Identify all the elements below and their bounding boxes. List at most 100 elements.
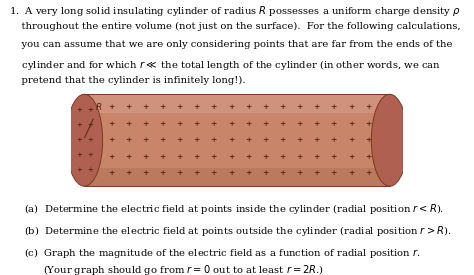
Text: +: + — [228, 153, 234, 161]
Text: +: + — [228, 136, 234, 144]
Text: +: + — [125, 136, 131, 144]
Text: +: + — [210, 136, 217, 144]
Text: +: + — [313, 169, 320, 177]
Text: +: + — [245, 169, 251, 177]
Text: +: + — [87, 166, 93, 174]
Text: +: + — [76, 106, 82, 114]
Text: +: + — [279, 136, 285, 144]
Text: +: + — [159, 120, 165, 128]
Text: +: + — [142, 120, 148, 128]
Text: +: + — [296, 169, 303, 177]
Polygon shape — [84, 94, 390, 113]
Text: +: + — [365, 153, 371, 161]
Text: you can assume that we are only considering points that are far from the ends of: you can assume that we are only consider… — [9, 40, 453, 49]
Text: +: + — [228, 120, 234, 128]
Text: +: + — [365, 136, 371, 144]
Text: +: + — [296, 153, 303, 161]
Text: +: + — [193, 136, 200, 144]
Text: +: + — [245, 103, 251, 111]
Text: +: + — [313, 136, 320, 144]
Text: pretend that the cylinder is infinitely long!).: pretend that the cylinder is infinitely … — [9, 76, 246, 85]
Text: +: + — [76, 151, 82, 159]
Text: +: + — [176, 103, 182, 111]
Text: +: + — [108, 153, 114, 161]
Text: +: + — [159, 103, 165, 111]
Ellipse shape — [371, 94, 408, 186]
Text: (Your graph should go from $r = 0$ out to at least $r = 2R$.): (Your graph should go from $r = 0$ out t… — [24, 263, 324, 275]
Text: +: + — [176, 153, 182, 161]
Text: +: + — [330, 120, 337, 128]
Text: +: + — [262, 103, 268, 111]
Text: +: + — [348, 120, 354, 128]
Text: +: + — [108, 169, 114, 177]
Text: +: + — [108, 136, 114, 144]
Text: +: + — [87, 121, 93, 129]
Text: +: + — [262, 169, 268, 177]
Text: +: + — [159, 169, 165, 177]
Text: $R$: $R$ — [95, 101, 102, 112]
Text: +: + — [210, 153, 217, 161]
Text: cylinder and for which $r \ll$ the total length of the cylinder (in other words,: cylinder and for which $r \ll$ the total… — [9, 58, 441, 72]
Text: +: + — [365, 103, 371, 111]
Text: +: + — [210, 120, 217, 128]
Text: +: + — [279, 103, 285, 111]
Text: +: + — [365, 120, 371, 128]
Text: +: + — [76, 121, 82, 129]
Ellipse shape — [66, 94, 102, 186]
Text: +: + — [348, 103, 354, 111]
Text: (b)  Determine the electric field at points outside the cylinder (radial positio: (b) Determine the electric field at poin… — [24, 224, 451, 238]
Text: +: + — [279, 153, 285, 161]
Text: +: + — [348, 169, 354, 177]
Text: +: + — [125, 153, 131, 161]
Text: +: + — [245, 153, 251, 161]
Text: +: + — [313, 103, 320, 111]
Text: +: + — [87, 151, 93, 159]
Text: +: + — [125, 120, 131, 128]
Text: +: + — [296, 120, 303, 128]
Text: +: + — [176, 136, 182, 144]
Text: throughout the entire volume (not just on the surface).  For the following calcu: throughout the entire volume (not just o… — [9, 22, 461, 31]
Text: +: + — [348, 153, 354, 161]
Text: +: + — [108, 120, 114, 128]
Text: +: + — [279, 169, 285, 177]
Polygon shape — [84, 168, 390, 186]
Text: +: + — [142, 136, 148, 144]
Text: +: + — [87, 106, 93, 114]
Text: +: + — [296, 136, 303, 144]
Text: +: + — [108, 103, 114, 111]
Text: +: + — [125, 169, 131, 177]
Text: +: + — [210, 103, 217, 111]
Text: +: + — [330, 169, 337, 177]
Text: +: + — [142, 103, 148, 111]
Text: +: + — [348, 136, 354, 144]
Text: (c)  Graph the magnitude of the electric field as a function of radial position : (c) Graph the magnitude of the electric … — [24, 246, 420, 260]
Text: +: + — [193, 103, 200, 111]
Text: +: + — [262, 153, 268, 161]
Text: 1.  A very long solid insulating cylinder of radius $R$ possesses a uniform char: 1. A very long solid insulating cylinder… — [9, 4, 461, 18]
Text: +: + — [193, 153, 200, 161]
Text: +: + — [313, 153, 320, 161]
Text: +: + — [142, 153, 148, 161]
Text: (a)  Determine the electric field at points inside the cylinder (radial position: (a) Determine the electric field at poin… — [24, 202, 444, 216]
Text: +: + — [330, 153, 337, 161]
Polygon shape — [84, 94, 390, 186]
Text: +: + — [365, 169, 371, 177]
Text: +: + — [296, 103, 303, 111]
Text: +: + — [125, 103, 131, 111]
Text: +: + — [279, 120, 285, 128]
Text: +: + — [245, 136, 251, 144]
Text: +: + — [228, 103, 234, 111]
Text: +: + — [76, 136, 82, 144]
Text: +: + — [159, 153, 165, 161]
Text: +: + — [76, 166, 82, 174]
Text: +: + — [176, 120, 182, 128]
Text: +: + — [330, 103, 337, 111]
Text: +: + — [330, 136, 337, 144]
Text: +: + — [176, 169, 182, 177]
Text: +: + — [262, 120, 268, 128]
Text: +: + — [210, 169, 217, 177]
Text: +: + — [262, 136, 268, 144]
Text: +: + — [87, 136, 93, 144]
Text: +: + — [228, 169, 234, 177]
Text: +: + — [313, 120, 320, 128]
